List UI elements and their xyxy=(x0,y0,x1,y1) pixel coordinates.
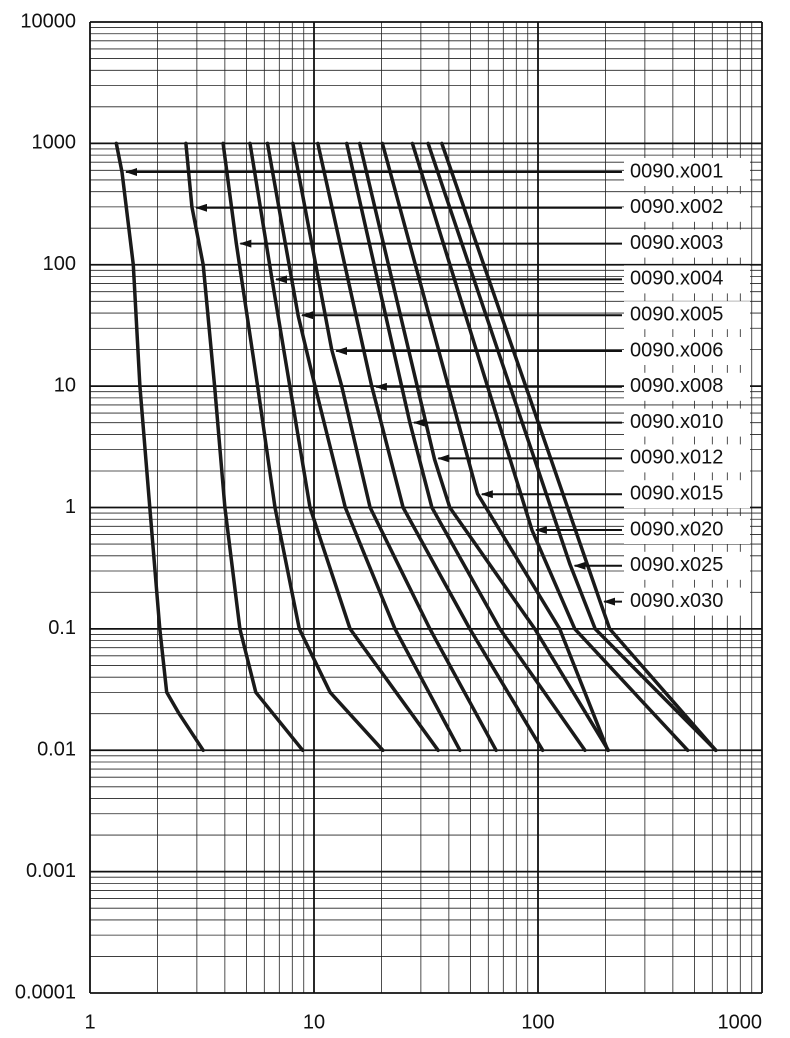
legend-label: 0090.x015 xyxy=(630,482,723,504)
label-background xyxy=(624,265,750,294)
legend-label: 0090.x002 xyxy=(630,196,723,218)
label-background xyxy=(624,372,750,401)
y-tick-label: 0.01 xyxy=(37,739,76,761)
curve xyxy=(344,141,587,753)
x-tick-label: 100 xyxy=(521,1011,554,1033)
curve xyxy=(410,141,690,753)
legend-label: 0090.x006 xyxy=(630,339,723,361)
legend-label: 0090.x025 xyxy=(630,554,723,576)
y-tick-label: 1 xyxy=(65,496,76,518)
curve xyxy=(184,141,305,753)
label-background xyxy=(624,516,750,544)
y-tick-label: 1000 xyxy=(32,132,77,154)
y-tick-label: 100 xyxy=(43,253,76,275)
legend-label: 0090.x003 xyxy=(630,232,723,254)
legend-label: 0090.x005 xyxy=(630,303,723,325)
legend-label: 0090.x001 xyxy=(630,160,723,182)
curve xyxy=(265,141,462,753)
label-background xyxy=(624,551,750,580)
legend-label: 0090.x030 xyxy=(630,590,723,612)
curve xyxy=(114,141,205,753)
label-background xyxy=(624,193,750,222)
curves xyxy=(114,141,718,753)
curve xyxy=(248,141,440,753)
legend-label: 0090.x008 xyxy=(630,375,723,397)
label-background xyxy=(624,408,750,437)
label-background xyxy=(624,301,750,330)
y-tick-label: 10 xyxy=(54,374,76,396)
label-background xyxy=(624,158,750,186)
curve xyxy=(380,141,610,753)
curve xyxy=(316,141,545,753)
y-tick-label: 0.0001 xyxy=(15,981,76,1003)
curve xyxy=(426,141,718,753)
legend-label: 0090.x004 xyxy=(630,268,723,290)
curve xyxy=(440,141,718,753)
label-background xyxy=(624,444,750,473)
curve xyxy=(357,141,611,753)
label-background xyxy=(624,229,750,258)
legend-label: 0090.x012 xyxy=(630,447,723,469)
x-tick-label: 1 xyxy=(84,1011,95,1033)
curve xyxy=(221,141,385,753)
label-background xyxy=(624,480,750,509)
label-background xyxy=(624,587,750,616)
labels: 0.0001 0.001 0.01 0.1 1 10 100 1000 10000 1 10 100 1… xyxy=(15,10,762,1033)
x-tick-label: 10 xyxy=(303,1011,325,1033)
y-tick-label: 10000 xyxy=(20,10,76,32)
y-tick-label: 0.1 xyxy=(48,617,76,639)
legend-label: 0090.x020 xyxy=(630,518,723,540)
y-tick-label: 0.001 xyxy=(26,860,76,882)
legend-label: 0090.x010 xyxy=(630,411,723,433)
label-background xyxy=(624,337,750,365)
x-tick-label: 1000 xyxy=(718,1011,763,1033)
